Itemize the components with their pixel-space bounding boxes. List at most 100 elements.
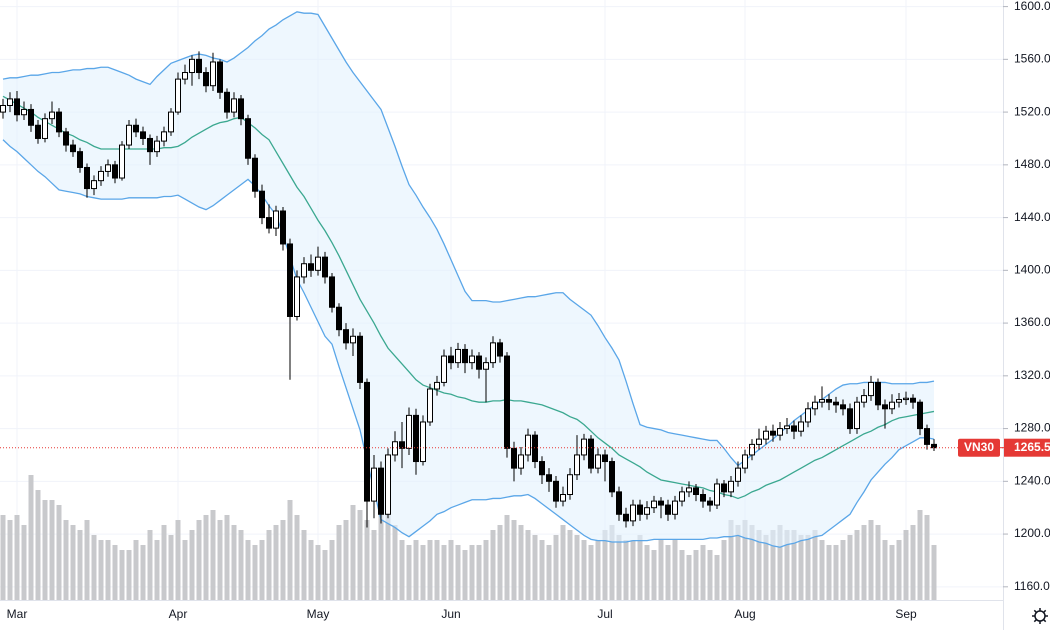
candle-body: [553, 480, 559, 502]
candle-body: [854, 401, 860, 430]
volume-bar: [357, 510, 363, 600]
candle-body: [133, 124, 139, 133]
candle-body: [126, 124, 132, 146]
candle-body: [896, 399, 902, 403]
volume-bar: [700, 545, 706, 600]
volume-bar: [350, 505, 356, 600]
candle-body: [378, 467, 384, 515]
candle-body: [637, 504, 643, 515]
volume-bar: [518, 525, 524, 600]
candle-body: [791, 425, 797, 432]
volume-bar: [245, 540, 251, 600]
settings-icon[interactable]: [1032, 608, 1048, 624]
candle-body: [889, 401, 895, 410]
volume-bar: [490, 530, 496, 600]
y-tick-label: 1600.0: [1014, 0, 1050, 13]
volume-bar: [14, 515, 20, 600]
volume-bar: [602, 530, 608, 600]
volume-bar: [427, 540, 433, 600]
volume-bar: [504, 515, 510, 600]
volume-bar: [413, 540, 419, 600]
volume-bar: [35, 490, 41, 600]
candle-body: [917, 401, 923, 430]
candle-body: [336, 306, 342, 331]
y-tick-label: 1400.0: [1014, 263, 1050, 277]
volume-bar: [189, 530, 195, 600]
candle-body: [231, 98, 237, 113]
volume-bar: [315, 545, 321, 600]
candle-body: [245, 118, 251, 159]
candle-body: [238, 98, 244, 120]
volume-bar: [42, 500, 48, 600]
y-tick-label: 1200.0: [1014, 526, 1050, 540]
volume-bar: [861, 525, 867, 600]
volume-bar: [665, 545, 671, 600]
y-tick-label: 1160.0: [1014, 579, 1050, 593]
volume-bar: [273, 525, 279, 600]
candle-body: [742, 454, 748, 469]
volume-bar: [931, 545, 937, 600]
symbol-badge: [958, 438, 1000, 457]
volume-bar: [385, 510, 391, 600]
y-tick-label: 1320.0: [1014, 368, 1050, 382]
volume-bar: [406, 545, 412, 600]
volume-bar: [441, 545, 447, 600]
volume-bar: [455, 545, 461, 600]
volume-bar: [77, 530, 83, 600]
volume-bar: [469, 545, 475, 600]
candle-body: [259, 190, 265, 219]
candle-body: [539, 461, 545, 476]
volume-bar: [511, 520, 517, 600]
volume-bar: [98, 540, 104, 600]
volume-bar: [175, 520, 181, 600]
candle-body: [840, 404, 846, 410]
volume-bar: [378, 500, 384, 600]
volume-bar: [553, 535, 559, 600]
candle-body: [420, 421, 426, 463]
volume-bar: [784, 530, 790, 600]
volume-bar: [196, 520, 202, 600]
candle-body: [357, 335, 363, 383]
candle-body: [14, 98, 20, 116]
band-fill: [3, 11, 934, 548]
volume-bar: [686, 555, 692, 600]
volume-bar: [532, 535, 538, 600]
volume-bar: [476, 545, 482, 600]
volume-bar: [147, 530, 153, 600]
volume-bar: [896, 540, 902, 600]
candle-body: [42, 118, 48, 139]
volume-bar: [364, 520, 370, 600]
candle-body: [301, 263, 307, 278]
volume-bar: [903, 530, 909, 600]
candle-body: [455, 348, 461, 364]
candle-body: [504, 355, 510, 449]
x-tick-label: Sep: [895, 607, 917, 621]
candle-body: [154, 140, 160, 153]
volume-bar: [707, 550, 713, 600]
volume-bar: [777, 525, 783, 600]
y-tick-label: 1360.0: [1014, 315, 1050, 329]
candle-body: [98, 170, 104, 182]
volume-bar: [805, 535, 811, 600]
volume-bar: [56, 505, 62, 600]
volume-bar: [217, 520, 223, 600]
volume-bar: [161, 525, 167, 600]
candle-body: [483, 362, 489, 370]
volume-bar: [574, 535, 580, 600]
volume-bar: [420, 545, 426, 600]
candle-body: [875, 381, 881, 406]
volume-bar: [651, 550, 657, 600]
candle-body: [252, 157, 258, 192]
volume-bar: [287, 500, 293, 600]
volume-bar: [742, 520, 748, 600]
volume-bar: [7, 520, 13, 600]
volume-bar: [770, 530, 776, 600]
candle-body: [868, 381, 874, 397]
volume-bar: [371, 530, 377, 600]
volume-bar: [749, 525, 755, 600]
candle-body: [518, 454, 524, 469]
candle-body: [147, 137, 153, 153]
candle-body: [392, 441, 398, 456]
volume-bar: [924, 515, 930, 600]
